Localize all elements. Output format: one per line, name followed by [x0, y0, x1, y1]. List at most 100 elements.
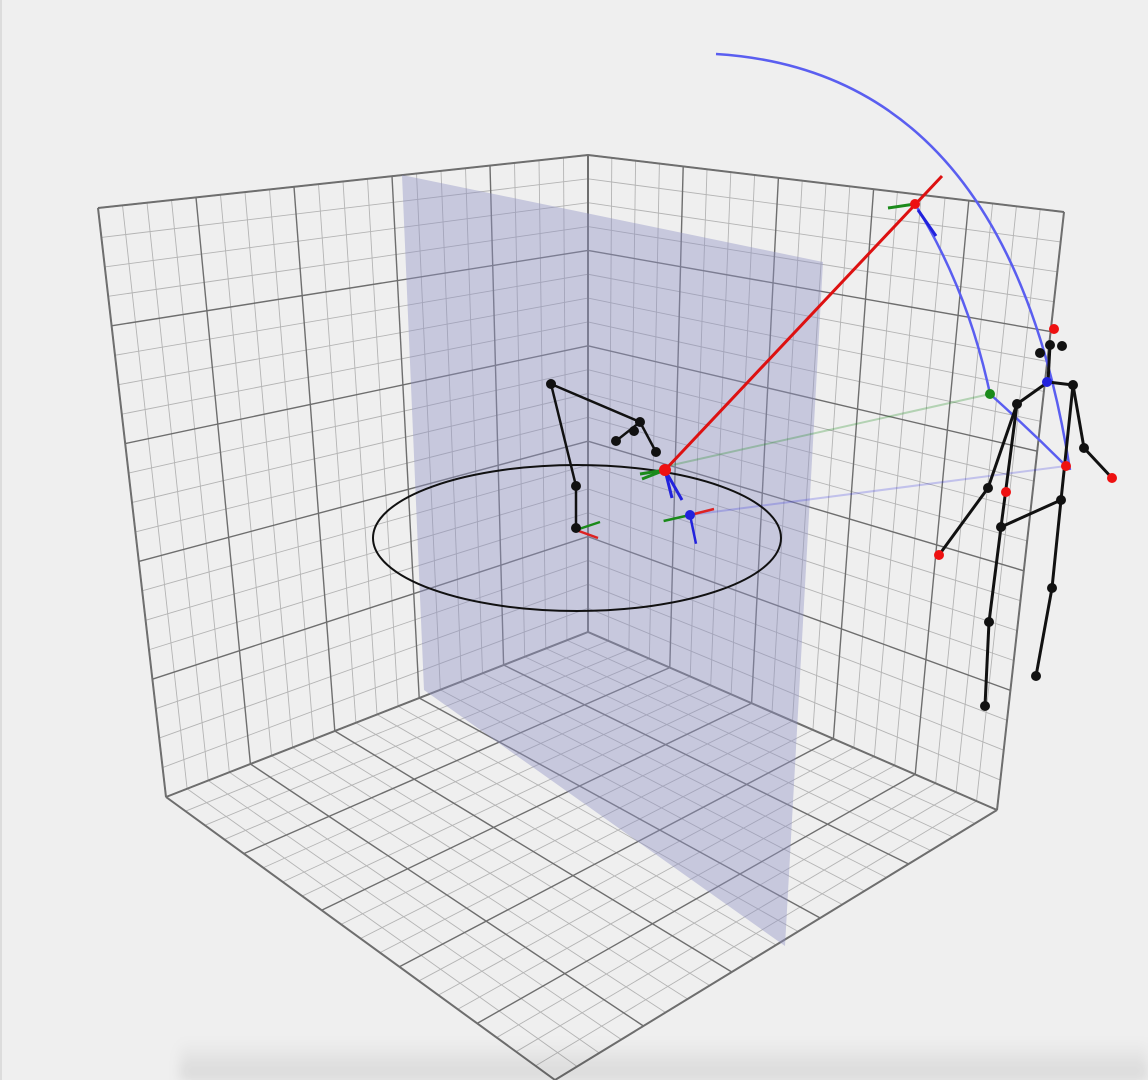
major-grid-line: [111, 249, 589, 327]
joint[interactable]: [1012, 399, 1022, 409]
bone: [1059, 384, 1075, 501]
vertical-plane[interactable]: [402, 175, 823, 946]
camera-ray[interactable]: [663, 174, 944, 472]
highlight-joint[interactable]: [934, 550, 944, 560]
fine-grid-line: [587, 369, 1034, 482]
fine-grid-line: [538, 160, 547, 649]
fine-grid-line: [894, 197, 946, 766]
joint[interactable]: [996, 522, 1006, 532]
fine-grid-line: [853, 192, 898, 748]
fine-grid-line: [935, 203, 994, 784]
fine-grid-line: [465, 168, 483, 674]
fine-grid-line: [515, 791, 957, 1053]
major-grid-line: [750, 177, 780, 704]
joint[interactable]: [629, 426, 639, 436]
projected-joint[interactable]: [985, 389, 995, 399]
selected-joint[interactable]: [685, 510, 695, 520]
bone: [615, 421, 641, 442]
highlight-joint[interactable]: [659, 464, 671, 476]
joint[interactable]: [546, 379, 556, 389]
projection-guide-green: [667, 393, 991, 467]
fine-grid-line: [566, 639, 976, 824]
fine-grid-line: [812, 186, 851, 730]
major-grid-line: [418, 697, 821, 919]
fine-grid-line: [514, 162, 526, 657]
major-grid-line: [334, 730, 733, 973]
rotation-arc-inner[interactable]: [913, 203, 1067, 467]
bone: [1071, 384, 1086, 449]
bone: [1046, 344, 1052, 383]
ellipse-orbit[interactable]: [372, 464, 782, 612]
fine-grid-line: [587, 297, 1044, 392]
fine-grid-line: [101, 178, 589, 238]
joint[interactable]: [571, 481, 581, 491]
bone: [549, 383, 578, 487]
fine-grid-line: [418, 747, 855, 982]
major-grid-line: [587, 535, 1011, 692]
fine-grid-line: [457, 765, 895, 1010]
box-edge: [587, 154, 1065, 213]
fine-grid-line: [379, 729, 814, 954]
major-grid-line: [476, 773, 916, 1025]
major-grid-line: [489, 165, 505, 666]
joint[interactable]: [611, 436, 621, 446]
highlight-joint[interactable]: [1107, 473, 1117, 483]
highlight-joint[interactable]: [1049, 324, 1059, 334]
major-grid-line: [914, 200, 970, 775]
major-grid-line: [321, 702, 752, 911]
box-edge: [165, 796, 556, 1080]
major-grid-line: [391, 176, 420, 699]
skeleton-figure-small[interactable]: [546, 379, 661, 533]
joint[interactable]: [635, 417, 645, 427]
box-edge: [996, 211, 1065, 811]
fine-grid-line: [587, 202, 1058, 273]
fine-grid-line: [461, 681, 865, 892]
skeleton-figure-large[interactable]: [934, 324, 1117, 711]
joint[interactable]: [1035, 348, 1045, 358]
fine-grid-line: [367, 178, 399, 707]
fine-grid-line: [496, 782, 936, 1038]
joint[interactable]: [1045, 340, 1055, 350]
joint[interactable]: [1079, 443, 1089, 453]
fine-grid-line: [535, 800, 977, 1067]
joint[interactable]: [1047, 583, 1057, 593]
major-grid-line: [832, 189, 875, 739]
highlight-joint[interactable]: [1001, 487, 1011, 497]
coordinate-axes-gizmos[interactable]: [575, 199, 920, 545]
highlight-joint[interactable]: [910, 199, 920, 209]
bone: [1034, 587, 1054, 677]
bone: [550, 382, 641, 424]
major-grid-line: [125, 345, 589, 445]
joint[interactable]: [1057, 341, 1067, 351]
projection-guide-blue: [689, 465, 1067, 516]
joint[interactable]: [1056, 495, 1066, 505]
bone: [986, 403, 1019, 489]
joint[interactable]: [980, 701, 990, 711]
selected-joint[interactable]: [1042, 377, 1052, 387]
fine-grid-line: [108, 226, 589, 297]
fine-grid-line: [587, 393, 1031, 512]
box-outline: [97, 154, 1065, 1080]
fine-grid-line: [416, 173, 441, 690]
major-grid-line: [503, 664, 909, 865]
fine-grid-line: [587, 226, 1055, 303]
joint[interactable]: [1068, 380, 1078, 390]
fine-grid-line: [114, 273, 589, 356]
joint[interactable]: [651, 447, 661, 457]
major-grid-line: [669, 166, 684, 668]
bone: [1082, 446, 1114, 480]
joint[interactable]: [1031, 671, 1041, 681]
joint[interactable]: [984, 617, 994, 627]
fine-grid-line: [955, 206, 1017, 793]
box-edge: [165, 631, 589, 798]
fine-grid-line: [587, 273, 1048, 362]
fine-grid-lines: [101, 157, 1061, 1067]
bone: [937, 487, 990, 556]
highlight-joint[interactable]: [1061, 461, 1071, 471]
fine-grid-line: [545, 648, 953, 838]
joint[interactable]: [571, 523, 581, 533]
bone: [983, 621, 991, 707]
joint[interactable]: [983, 483, 993, 493]
